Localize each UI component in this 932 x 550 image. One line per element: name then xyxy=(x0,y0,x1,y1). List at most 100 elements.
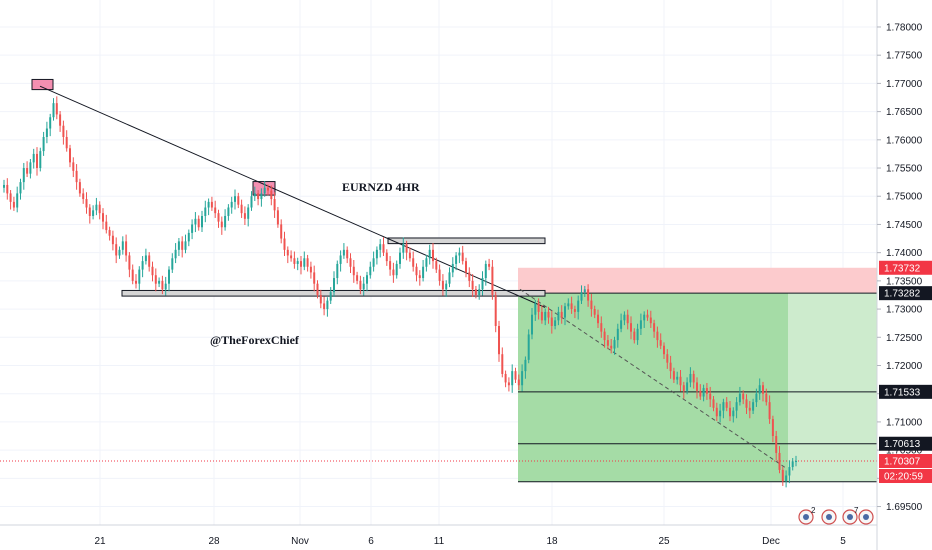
candle[interactable] xyxy=(438,264,441,286)
candle[interactable] xyxy=(174,243,177,264)
candle[interactable] xyxy=(689,367,692,388)
candle[interactable] xyxy=(745,394,748,415)
candle[interactable] xyxy=(659,333,662,350)
candle[interactable] xyxy=(616,323,619,348)
candle[interactable] xyxy=(725,397,728,412)
economic-event-icon[interactable]: 7 xyxy=(842,506,859,525)
candle[interactable] xyxy=(230,196,233,214)
candle[interactable] xyxy=(468,267,471,288)
candle[interactable] xyxy=(564,302,566,326)
candle[interactable] xyxy=(191,219,194,240)
candle[interactable] xyxy=(696,377,698,399)
candle[interactable] xyxy=(346,246,349,264)
profit-zone-filled[interactable] xyxy=(518,293,788,482)
candle[interactable] xyxy=(465,257,467,278)
candle[interactable] xyxy=(177,237,180,257)
candle[interactable] xyxy=(732,407,735,423)
candle[interactable] xyxy=(544,308,547,326)
candle[interactable] xyxy=(6,178,9,200)
candle[interactable] xyxy=(795,455,797,467)
candle[interactable] xyxy=(531,307,533,340)
candle[interactable] xyxy=(313,265,316,292)
candle[interactable] xyxy=(735,397,738,419)
candle[interactable] xyxy=(633,328,636,344)
candle[interactable] xyxy=(69,144,71,168)
candle[interactable] xyxy=(639,313,642,336)
candle[interactable] xyxy=(385,249,388,266)
candle[interactable] xyxy=(118,246,121,259)
candle[interactable] xyxy=(623,311,626,326)
candle[interactable] xyxy=(514,367,517,383)
candle[interactable] xyxy=(98,201,101,220)
candle[interactable] xyxy=(676,371,679,385)
candle[interactable] xyxy=(593,305,596,319)
candle[interactable] xyxy=(392,262,395,283)
candle[interactable] xyxy=(511,364,514,393)
price-tag[interactable]: 1.70307 xyxy=(879,454,932,469)
candle[interactable] xyxy=(303,251,306,271)
candle[interactable] xyxy=(686,377,689,395)
candle[interactable] xyxy=(296,257,299,271)
candle[interactable] xyxy=(422,259,425,282)
candle[interactable] xyxy=(372,251,375,272)
candle[interactable] xyxy=(135,274,137,289)
candle[interactable] xyxy=(402,237,405,259)
candle[interactable] xyxy=(125,234,128,262)
candle[interactable] xyxy=(567,298,570,310)
candle[interactable] xyxy=(19,178,22,200)
candle[interactable] xyxy=(168,266,170,292)
candle[interactable] xyxy=(283,231,286,257)
stop-loss-zone[interactable] xyxy=(518,267,877,294)
candle[interactable] xyxy=(22,162,25,190)
candle[interactable] xyxy=(517,374,520,391)
candle[interactable] xyxy=(755,388,758,407)
candle[interactable] xyxy=(72,157,75,178)
candle[interactable] xyxy=(267,184,269,196)
candle[interactable] xyxy=(666,349,669,369)
candle[interactable] xyxy=(108,226,111,241)
candle[interactable] xyxy=(620,313,623,333)
candle[interactable] xyxy=(138,266,141,290)
candle[interactable] xyxy=(682,381,685,399)
price-tag[interactable]: 1.73282 xyxy=(879,286,932,301)
candle[interactable] xyxy=(643,311,646,328)
candle[interactable] xyxy=(478,284,481,300)
candle[interactable] xyxy=(649,310,652,328)
candle[interactable] xyxy=(762,381,764,402)
candle[interactable] xyxy=(742,390,745,405)
candle[interactable] xyxy=(603,328,606,348)
candle[interactable] xyxy=(399,247,401,269)
candle[interactable] xyxy=(504,370,507,388)
candle[interactable] xyxy=(583,285,586,297)
candle[interactable] xyxy=(128,252,131,278)
economic-event-icon[interactable] xyxy=(821,509,837,525)
candle[interactable] xyxy=(752,398,755,415)
candle[interactable] xyxy=(781,466,784,486)
candle[interactable] xyxy=(540,305,543,324)
candle[interactable] xyxy=(534,300,537,321)
candle[interactable] xyxy=(395,260,398,279)
candle[interactable] xyxy=(260,188,263,207)
price-tag[interactable]: 1.70613 xyxy=(879,436,932,451)
candle[interactable] xyxy=(369,261,372,279)
candle[interactable] xyxy=(148,252,151,272)
candle[interactable] xyxy=(547,306,550,324)
candle[interactable] xyxy=(722,398,725,419)
candle[interactable] xyxy=(712,395,715,412)
candle[interactable] xyxy=(557,306,560,326)
candle[interactable] xyxy=(702,384,705,402)
candle[interactable] xyxy=(765,388,768,406)
candle[interactable] xyxy=(626,309,629,330)
candle[interactable] xyxy=(692,370,695,389)
candle[interactable] xyxy=(366,271,368,292)
candle[interactable] xyxy=(257,190,260,206)
candle[interactable] xyxy=(418,270,421,286)
candle[interactable] xyxy=(293,251,296,269)
candle[interactable] xyxy=(432,243,434,269)
candle[interactable] xyxy=(237,192,240,209)
candle[interactable] xyxy=(273,192,276,218)
short-position-tool[interactable] xyxy=(518,267,877,483)
candle[interactable] xyxy=(448,267,451,288)
candle[interactable] xyxy=(141,256,144,278)
